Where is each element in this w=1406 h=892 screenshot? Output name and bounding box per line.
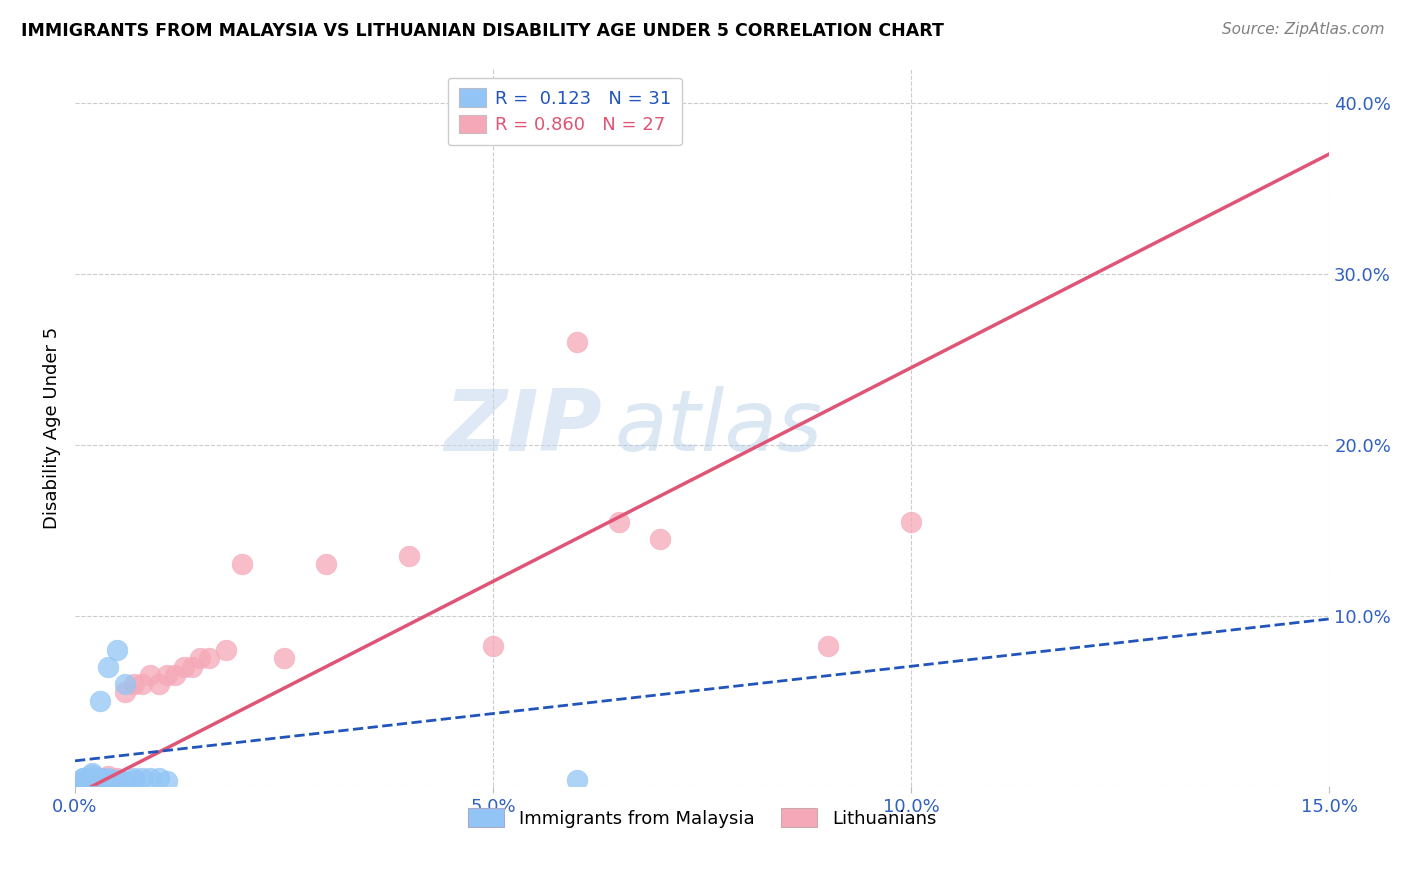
Point <box>273 651 295 665</box>
Point <box>156 774 179 789</box>
Point <box>607 515 630 529</box>
Point <box>231 558 253 572</box>
Point <box>198 651 221 665</box>
Y-axis label: Disability Age Under 5: Disability Age Under 5 <box>44 326 60 529</box>
Point <box>97 772 120 787</box>
Point <box>80 774 103 789</box>
Point <box>80 765 103 780</box>
Point <box>139 771 162 785</box>
Point <box>148 677 170 691</box>
Legend: Immigrants from Malaysia, Lithuanians: Immigrants from Malaysia, Lithuanians <box>461 801 943 835</box>
Text: Source: ZipAtlas.com: Source: ZipAtlas.com <box>1222 22 1385 37</box>
Point <box>565 334 588 349</box>
Text: IMMIGRANTS FROM MALAYSIA VS LITHUANIAN DISABILITY AGE UNDER 5 CORRELATION CHART: IMMIGRANTS FROM MALAYSIA VS LITHUANIAN D… <box>21 22 943 40</box>
Point <box>72 776 94 790</box>
Point <box>190 651 212 665</box>
Point <box>80 767 103 781</box>
Point <box>114 677 136 691</box>
Point <box>900 515 922 529</box>
Point <box>156 668 179 682</box>
Point <box>114 774 136 789</box>
Text: ZIP: ZIP <box>444 386 602 469</box>
Point <box>131 771 153 785</box>
Point <box>398 549 420 563</box>
Point <box>122 771 145 785</box>
Point <box>105 642 128 657</box>
Point <box>181 660 204 674</box>
Point <box>105 772 128 787</box>
Point <box>97 771 120 785</box>
Point <box>72 774 94 789</box>
Point <box>72 771 94 785</box>
Point <box>80 776 103 790</box>
Point <box>817 640 839 654</box>
Point <box>214 642 236 657</box>
Point <box>97 769 120 783</box>
Point <box>565 772 588 787</box>
Point <box>148 771 170 785</box>
Point <box>315 558 337 572</box>
Point <box>89 774 111 789</box>
Point <box>80 771 103 785</box>
Point <box>173 660 195 674</box>
Point <box>80 772 103 787</box>
Point <box>139 668 162 682</box>
Point <box>105 771 128 785</box>
Text: atlas: atlas <box>614 386 823 469</box>
Point <box>72 771 94 785</box>
Point <box>80 774 103 789</box>
Point <box>97 660 120 674</box>
Point <box>105 774 128 789</box>
Point <box>89 772 111 787</box>
Point <box>89 771 111 785</box>
Point <box>482 640 505 654</box>
Point <box>165 668 187 682</box>
Point <box>72 774 94 789</box>
Point <box>650 532 672 546</box>
Point <box>72 776 94 790</box>
Point <box>80 772 103 787</box>
Point <box>114 685 136 699</box>
Point <box>122 772 145 787</box>
Point <box>131 677 153 691</box>
Point <box>89 771 111 785</box>
Point <box>122 677 145 691</box>
Point <box>89 694 111 708</box>
